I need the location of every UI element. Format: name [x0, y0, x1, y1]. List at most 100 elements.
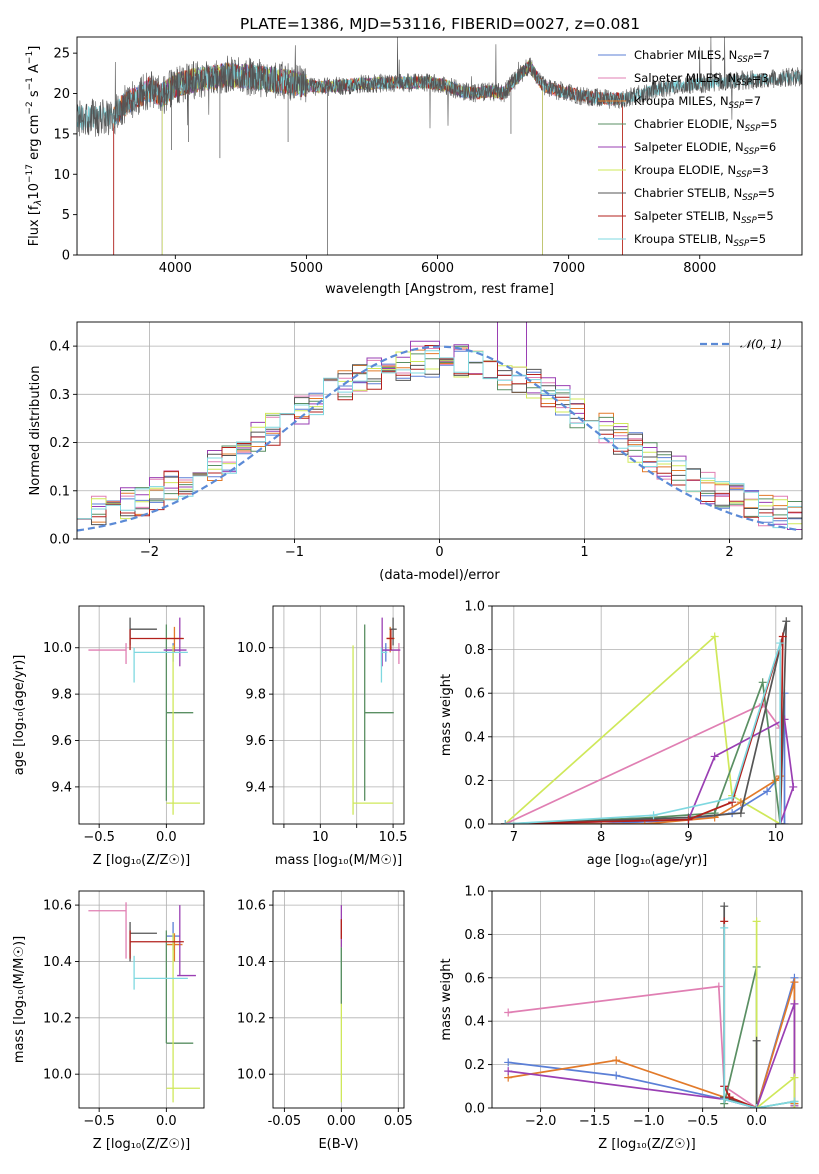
plot-area — [88, 617, 200, 815]
weight-marker-salpeter_miles — [714, 982, 723, 991]
y-tick-label: 10.2 — [43, 1011, 72, 1026]
y-tick-label: 1.0 — [464, 600, 485, 615]
legend-label-chabrier_stelib: Chabrier STELIB, NSSP=5 — [634, 186, 775, 203]
weight-line-kroupa_elodie — [755, 921, 796, 1108]
x-tick-label: −1.5 — [579, 1114, 611, 1129]
weight-line-chabrier_stelib — [505, 621, 788, 824]
weight-marker-chabrier_stelib — [736, 809, 745, 818]
y-tick-label: 5 — [62, 208, 70, 223]
x-tick-label: 0.05 — [384, 1114, 413, 1129]
x-tick-label: −2.0 — [525, 1114, 557, 1129]
y-tick-label: 0.0 — [49, 533, 70, 548]
legend-label-salpeter_elodie: Salpeter ELODIE, NSSP=6 — [634, 140, 776, 157]
x-axis-label: age [log₁₀(age/yr)] — [587, 853, 708, 868]
x-tick-label: −2 — [140, 545, 159, 560]
y-tick-label: 0.4 — [49, 340, 70, 355]
weight-line-salpeter_elodie — [508, 1003, 796, 1108]
weight-marker-kroupa_stelib — [720, 923, 729, 932]
x-tick-label: −1 — [285, 545, 304, 560]
y-tick-label: 0.4 — [464, 1015, 485, 1030]
y-tick-label: 25 — [53, 47, 70, 62]
y-tick-label: 0.2 — [464, 1058, 485, 1073]
y-tick-label: 9.8 — [245, 688, 266, 703]
weight-marker-kroupa_miles — [790, 978, 799, 987]
weight-marker-chabrier_miles — [763, 787, 772, 796]
x-tick-label: 8000 — [683, 261, 716, 276]
weight-marker-salpeter_elodie — [504, 1067, 513, 1076]
y-axis-label: Flux [fλ10−17 erg cm−2 s−1 A−1] — [25, 46, 44, 247]
y-tick-label: 0.2 — [464, 774, 485, 789]
legend-label-salpeter_miles: Salpeter MILES, NSSP=3 — [634, 71, 769, 88]
x-tick-label: 5000 — [290, 261, 323, 276]
weight-marker-chabrier_stelib — [782, 617, 791, 626]
y-tick-label: 9.4 — [51, 780, 72, 795]
weight-line-salpeter_stelib — [505, 636, 784, 824]
x-axis-label: E(B-V) — [318, 1137, 358, 1152]
weight-marker-chabrier_stelib — [752, 1036, 761, 1045]
x-tick-label: 10 — [768, 830, 785, 845]
y-axis-label: mass [log₁₀(M/M☉)] — [12, 936, 27, 1063]
weight-marker-kroupa_stelib — [790, 1097, 799, 1106]
x-tick-label: 0.0 — [156, 830, 177, 845]
x-tick-label: 7000 — [552, 261, 585, 276]
plot-area — [501, 617, 798, 824]
weight-marker-kroupa_miles — [612, 1056, 621, 1065]
weight-marker-salpeter_miles — [504, 1008, 513, 1017]
y-tick-label: 10.6 — [237, 899, 266, 914]
chart-title: PLATE=1386, MJD=53116, FIBERID=0027, z=0… — [240, 15, 640, 33]
x-tick-label: 6000 — [421, 261, 454, 276]
plot-area — [77, 37, 802, 255]
weight-marker-kroupa_stelib — [728, 793, 737, 802]
legend-label-normal: 𝒩(0, 1) — [740, 337, 782, 351]
y-tick-label: 10.4 — [43, 955, 72, 970]
weight-line-salpeter_miles — [508, 985, 758, 1108]
x-tick-label: 0.00 — [327, 1114, 356, 1129]
y-tick-label: 9.8 — [51, 688, 72, 703]
y-tick-label: 9.6 — [51, 734, 72, 749]
y-tick-label: 9.4 — [245, 780, 266, 795]
x-tick-label: −0.5 — [83, 1114, 115, 1129]
y-tick-label: 1.0 — [464, 885, 485, 900]
y-tick-label: 10.4 — [237, 955, 266, 970]
x-tick-label: 10 — [312, 830, 329, 845]
x-axis-label: mass [log₁₀(M/M☉)] — [275, 853, 402, 868]
y-tick-label: 10.0 — [237, 1068, 266, 1083]
legend-label-chabrier_elodie: Chabrier ELODIE, NSSP=5 — [634, 117, 777, 134]
weight-marker-kroupa_elodie — [790, 1073, 799, 1082]
weight-marker-kroupa_stelib — [752, 1104, 761, 1108]
weight-marker-kroupa_elodie — [752, 917, 761, 926]
spectrum-line-chabrier_stelib — [77, 37, 802, 255]
y-tick-label: 0.3 — [49, 388, 70, 403]
y-tick-label: 10.2 — [237, 1011, 266, 1026]
axes-frame — [272, 890, 405, 1109]
x-axis-label: wavelength [Angstrom, rest frame] — [325, 282, 554, 297]
axes-age-vs-mass: 10 10.5 9.4 9.6 9.8 10.0 mass [log₁₀(M/M☉)] — [237, 605, 408, 868]
x-tick-label: −0.5 — [687, 1114, 719, 1129]
axes-frame — [76, 321, 803, 540]
weight-marker-kroupa_stelib — [501, 820, 510, 824]
weight-marker-salpeter_stelib — [725, 1093, 734, 1102]
x-axis-label: (data-model)/error — [379, 568, 500, 583]
y-tick-label: 0.6 — [464, 971, 485, 986]
y-tick-label: 0.2 — [49, 436, 70, 451]
axes-spectrum: 4000 5000 6000 7000 8000 0 5 10 15 20 25 PLATE=1386… — [25, 15, 803, 297]
axes-mass-vs-z: −0.5 0.0 10.0 10.2 10.4 10.6 Z [log₁₀(Z/Z☉)] ma… — [12, 890, 205, 1152]
x-axis-label: Z [log₁₀(Z/Z☉)] — [93, 853, 190, 868]
weight-marker-kroupa_elodie — [710, 632, 719, 641]
weight-marker-chabrier_miles — [780, 820, 789, 824]
y-tick-label: 10 — [53, 168, 70, 183]
weight-marker-salpeter_stelib — [684, 815, 693, 824]
weight-marker-chabrier_miles — [504, 1058, 513, 1067]
axes-frame — [491, 890, 803, 1109]
axes-massweight-vs-age: 7 8 9 10 0.0 0.2 0.4 0.6 0.8 1.0 age [log₁₀(age/yr… — [439, 600, 803, 868]
weight-line-chabrier_stelib — [723, 906, 758, 1108]
weight-marker-kroupa_stelib — [776, 639, 785, 648]
y-tick-label: 10.6 — [43, 899, 72, 914]
weight-line-salpeter_miles — [504, 703, 782, 824]
x-tick-label: 0.0 — [156, 1114, 177, 1129]
normal-curve — [77, 345, 800, 532]
y-tick-label: 20 — [53, 87, 70, 102]
y-tick-label: 10.0 — [43, 641, 72, 656]
weight-marker-salpeter_elodie — [790, 999, 799, 1008]
y-tick-label: 0 — [62, 249, 70, 264]
